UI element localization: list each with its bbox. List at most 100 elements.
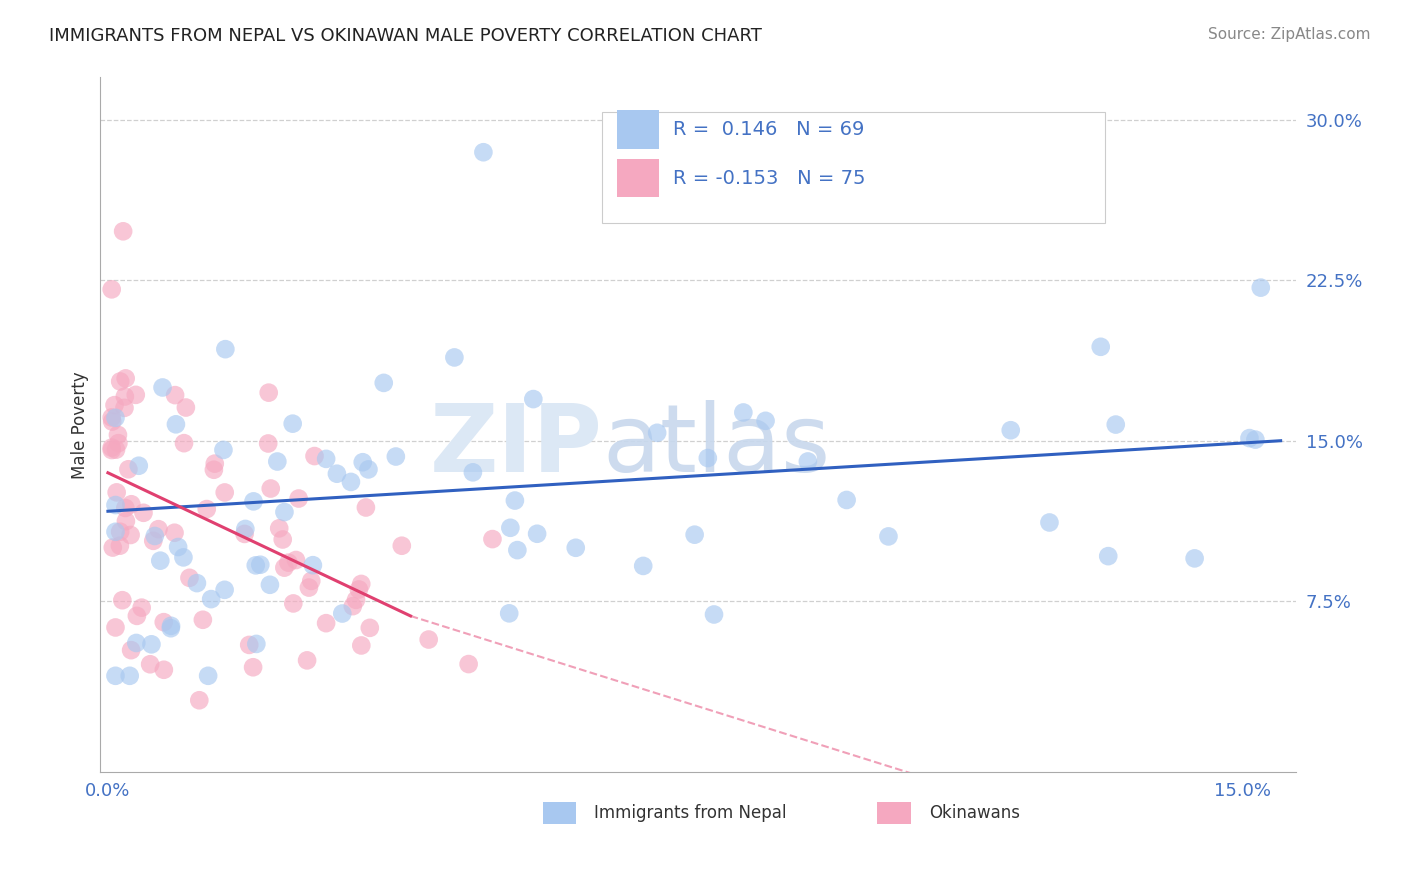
Point (315, 451, 337, 466)
Point (302, 558, 325, 573)
Point (108, 524, 131, 539)
Point (461, 466, 484, 480)
Point (499, 521, 522, 535)
Point (631, 558, 654, 573)
Point (269, 521, 291, 535)
Point (100, 441, 122, 455)
Point (173, 436, 195, 450)
Point (340, 475, 363, 489)
Point (354, 500, 377, 515)
Point (481, 532, 503, 546)
Point (165, 388, 187, 402)
Point (326, 467, 349, 481)
Point (235, 522, 257, 536)
Point (342, 599, 364, 614)
Point (233, 527, 256, 541)
Point (167, 540, 190, 554)
Point (152, 380, 174, 394)
Point (257, 385, 280, 400)
Point (104, 410, 127, 425)
Point (1244, 433, 1267, 447)
Point (163, 525, 186, 540)
Bar (543, 802, 576, 824)
Point (245, 558, 267, 573)
Text: Okinawans: Okinawans (929, 804, 1019, 822)
Point (128, 458, 150, 473)
Point (152, 615, 174, 629)
Point (188, 693, 211, 707)
Point (498, 607, 520, 621)
Point (1038, 516, 1060, 530)
Point (148, 522, 170, 536)
Point (115, 514, 138, 528)
Point (118, 669, 141, 683)
Point (179, 571, 201, 585)
Point (104, 620, 127, 634)
Point (257, 436, 280, 450)
Point (754, 414, 776, 428)
Point (1090, 340, 1112, 354)
Point (212, 442, 235, 457)
Point (696, 450, 718, 465)
Point (104, 498, 127, 512)
Point (149, 554, 172, 568)
Point (108, 375, 131, 389)
Point (172, 550, 194, 565)
Bar (617, 159, 658, 197)
Point (112, 224, 135, 238)
Point (418, 632, 440, 647)
Point (443, 351, 465, 365)
Point (120, 528, 142, 542)
Point (202, 463, 225, 477)
Point (238, 638, 260, 652)
Point (645, 425, 668, 440)
Point (1000, 423, 1022, 437)
Point (141, 637, 163, 651)
Bar (617, 111, 658, 149)
Point (165, 417, 187, 432)
Point (120, 497, 142, 511)
Point (114, 500, 136, 515)
Point (259, 578, 281, 592)
Point (344, 592, 367, 607)
Point (304, 449, 326, 463)
Y-axis label: Male Poverty: Male Poverty (72, 371, 89, 478)
Point (204, 457, 226, 471)
Point (131, 600, 153, 615)
Point (159, 621, 181, 635)
Point (273, 560, 295, 574)
Point (273, 505, 295, 519)
Point (260, 482, 283, 496)
Point (835, 493, 858, 508)
Point (522, 392, 544, 406)
Point (797, 454, 820, 468)
Point (298, 581, 321, 595)
Point (1097, 549, 1119, 563)
Point (385, 450, 408, 464)
Point (733, 405, 755, 419)
Point (160, 619, 183, 633)
Point (472, 145, 495, 160)
Point (315, 616, 337, 631)
Point (105, 485, 128, 500)
Point (242, 494, 264, 508)
Point (350, 577, 373, 591)
Point (214, 485, 236, 500)
Text: atlas: atlas (602, 400, 831, 491)
Point (350, 639, 373, 653)
Point (526, 526, 548, 541)
Point (703, 607, 725, 622)
Point (125, 608, 148, 623)
Point (105, 442, 128, 457)
Point (359, 621, 381, 635)
Text: Source: ZipAtlas.com: Source: ZipAtlas.com (1208, 27, 1371, 42)
Point (1239, 431, 1261, 445)
Point (120, 643, 142, 657)
Point (107, 428, 129, 442)
Point (249, 558, 271, 572)
Point (101, 415, 124, 429)
Point (352, 455, 374, 469)
Text: IMMIGRANTS FROM NEPAL VS OKINAWAN MALE POVERTY CORRELATION CHART: IMMIGRANTS FROM NEPAL VS OKINAWAN MALE P… (49, 27, 762, 45)
Point (142, 533, 165, 548)
Point (242, 660, 264, 674)
